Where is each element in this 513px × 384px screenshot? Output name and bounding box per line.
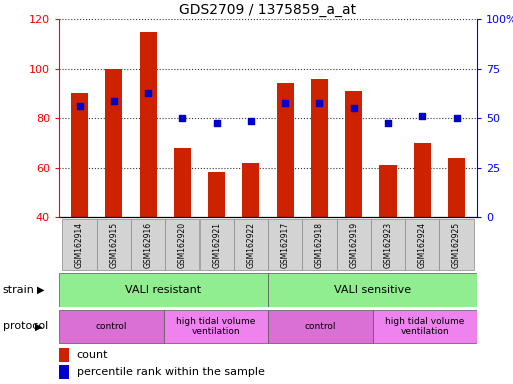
Bar xyxy=(208,172,225,217)
FancyBboxPatch shape xyxy=(164,310,268,343)
FancyBboxPatch shape xyxy=(63,219,96,270)
FancyBboxPatch shape xyxy=(302,219,337,270)
FancyBboxPatch shape xyxy=(337,219,371,270)
FancyBboxPatch shape xyxy=(371,219,405,270)
FancyBboxPatch shape xyxy=(268,273,477,306)
Point xyxy=(75,103,84,109)
FancyBboxPatch shape xyxy=(405,219,439,270)
FancyBboxPatch shape xyxy=(97,219,131,270)
Text: GSM162917: GSM162917 xyxy=(281,222,290,268)
Text: control: control xyxy=(305,322,336,331)
Point xyxy=(247,118,255,124)
Point xyxy=(452,115,461,121)
Text: GSM162914: GSM162914 xyxy=(75,222,84,268)
Text: VALI sensitive: VALI sensitive xyxy=(334,285,411,295)
Text: GSM162922: GSM162922 xyxy=(246,222,255,268)
Bar xyxy=(277,83,294,217)
Point xyxy=(281,100,289,106)
FancyBboxPatch shape xyxy=(59,310,164,343)
Text: GSM162924: GSM162924 xyxy=(418,222,427,268)
Text: GSM162920: GSM162920 xyxy=(178,222,187,268)
Title: GDS2709 / 1375859_a_at: GDS2709 / 1375859_a_at xyxy=(180,3,357,17)
Text: GSM162916: GSM162916 xyxy=(144,222,152,268)
Point xyxy=(418,113,426,119)
Bar xyxy=(311,79,328,217)
Bar xyxy=(59,348,69,362)
Bar xyxy=(59,365,69,379)
FancyBboxPatch shape xyxy=(440,219,473,270)
Bar xyxy=(380,165,397,217)
Text: ▶: ▶ xyxy=(35,321,43,331)
Text: GSM162925: GSM162925 xyxy=(452,222,461,268)
Point xyxy=(384,120,392,126)
Point xyxy=(350,105,358,111)
Bar xyxy=(174,148,191,217)
Bar xyxy=(242,162,260,217)
FancyBboxPatch shape xyxy=(268,310,372,343)
Bar xyxy=(105,69,123,217)
Text: GSM162919: GSM162919 xyxy=(349,222,358,268)
Point xyxy=(212,120,221,126)
Text: high tidal volume
ventilation: high tidal volume ventilation xyxy=(385,317,464,336)
Text: high tidal volume
ventilation: high tidal volume ventilation xyxy=(176,317,255,336)
FancyBboxPatch shape xyxy=(59,273,268,306)
FancyBboxPatch shape xyxy=(234,219,268,270)
FancyBboxPatch shape xyxy=(372,310,477,343)
FancyBboxPatch shape xyxy=(268,219,302,270)
Text: count: count xyxy=(76,350,108,360)
Bar xyxy=(448,158,465,217)
Text: percentile rank within the sample: percentile rank within the sample xyxy=(76,367,264,377)
Text: control: control xyxy=(95,322,127,331)
FancyBboxPatch shape xyxy=(165,219,200,270)
Point xyxy=(110,98,118,104)
Bar xyxy=(413,143,431,217)
Bar xyxy=(71,93,88,217)
Text: strain: strain xyxy=(3,285,34,295)
Text: GSM162918: GSM162918 xyxy=(315,222,324,268)
Text: GSM162915: GSM162915 xyxy=(109,222,119,268)
Text: protocol: protocol xyxy=(3,321,48,331)
FancyBboxPatch shape xyxy=(131,219,165,270)
Point xyxy=(315,100,324,106)
FancyBboxPatch shape xyxy=(200,219,234,270)
Bar xyxy=(140,31,156,217)
Point xyxy=(144,90,152,96)
Text: ▶: ▶ xyxy=(37,285,45,295)
Point xyxy=(178,115,186,121)
Text: VALI resistant: VALI resistant xyxy=(126,285,202,295)
Text: GSM162923: GSM162923 xyxy=(384,222,392,268)
Text: GSM162921: GSM162921 xyxy=(212,222,221,268)
Bar xyxy=(345,91,362,217)
